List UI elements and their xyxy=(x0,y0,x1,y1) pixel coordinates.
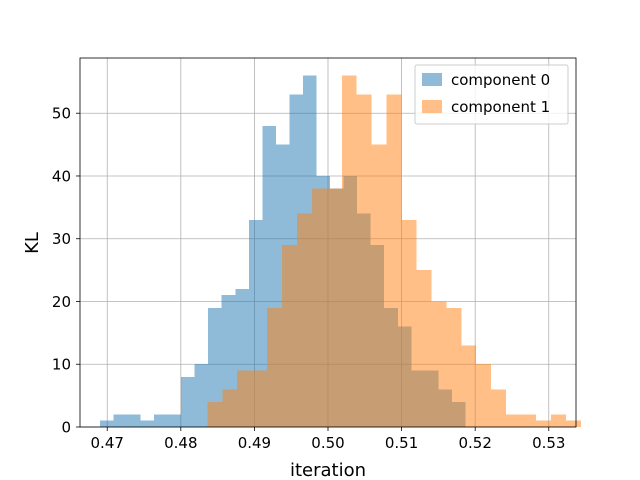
legend: component 0 component 1 xyxy=(414,64,569,125)
histogram-bar-component-1 xyxy=(535,420,551,427)
histogram-bar-component-0 xyxy=(181,376,195,427)
y-tick-label: 20 xyxy=(52,293,71,311)
histogram-bar-component-0 xyxy=(113,414,127,427)
histogram-bar-component-1 xyxy=(207,401,223,427)
histogram-bar-component-1 xyxy=(326,188,342,427)
x-tick-label: 0.51 xyxy=(385,434,418,452)
histogram-bar-component-1 xyxy=(431,301,447,427)
legend-swatch-component-1 xyxy=(422,100,442,113)
x-tick-label: 0.47 xyxy=(91,434,124,452)
histogram-bar-component-1 xyxy=(282,245,297,427)
y-tick-label: 50 xyxy=(52,105,71,123)
legend-label-component-1: component 1 xyxy=(451,98,550,116)
legend-swatch-component-0 xyxy=(422,73,442,86)
histogram-bar-component-0 xyxy=(167,414,182,427)
histogram-bar-component-1 xyxy=(222,389,238,427)
legend-box xyxy=(414,64,569,125)
histogram-bar-component-0 xyxy=(140,420,155,427)
histogram-bar-component-0 xyxy=(194,364,209,427)
x-tick-label: 0.50 xyxy=(311,434,344,452)
y-tick-label: 40 xyxy=(52,167,71,185)
histogram-bar-component-1 xyxy=(506,414,522,427)
x-tick-label: 0.48 xyxy=(164,434,197,452)
histogram-bar-component-1 xyxy=(461,345,477,427)
histogram-bar-component-1 xyxy=(371,144,387,427)
histogram-bar-component-0 xyxy=(208,307,222,427)
legend-label-component-0: component 0 xyxy=(451,71,550,89)
histogram-bar-component-1 xyxy=(550,414,566,427)
x-axis-ticks: 0.47 0.48 0.49 0.50 0.51 0.52 0.53 xyxy=(91,427,565,452)
histogram-bar-component-1 xyxy=(237,370,253,427)
y-tick-label: 0 xyxy=(61,419,71,437)
x-tick-label: 0.49 xyxy=(238,434,271,452)
x-tick-label: 0.53 xyxy=(532,434,565,452)
histogram-bar-component-1 xyxy=(311,188,327,427)
histogram-bar-component-0 xyxy=(154,414,168,427)
histogram-bar-component-1 xyxy=(521,414,536,427)
histogram-bar-component-1 xyxy=(252,370,268,427)
y-axis-ticks: 0 10 20 30 40 50 xyxy=(52,105,80,437)
y-tick-label: 30 xyxy=(52,230,71,248)
histogram-bar-component-1 xyxy=(416,270,432,427)
histogram-bar-component-1 xyxy=(446,307,462,427)
histogram-bar-component-1 xyxy=(565,420,581,427)
histogram-bar-component-1 xyxy=(267,307,283,427)
histogram-bar-component-1 xyxy=(401,219,417,427)
x-tick-label: 0.52 xyxy=(458,434,491,452)
y-axis-label: KL xyxy=(22,232,43,254)
histogram-bar-component-0 xyxy=(126,414,141,427)
histogram-bar-component-1 xyxy=(476,364,492,427)
histogram-bar-component-1 xyxy=(386,94,402,428)
histogram-bar-component-0 xyxy=(99,420,114,427)
histogram-bar-component-1 xyxy=(356,94,372,428)
y-tick-label: 10 xyxy=(52,356,71,374)
histogram-bar-component-1 xyxy=(341,75,357,428)
histogram-bar-component-1 xyxy=(491,389,507,427)
histogram-bar-component-1 xyxy=(296,213,312,427)
histogram-bars xyxy=(99,75,581,428)
x-axis-label: iteration xyxy=(290,460,366,480)
